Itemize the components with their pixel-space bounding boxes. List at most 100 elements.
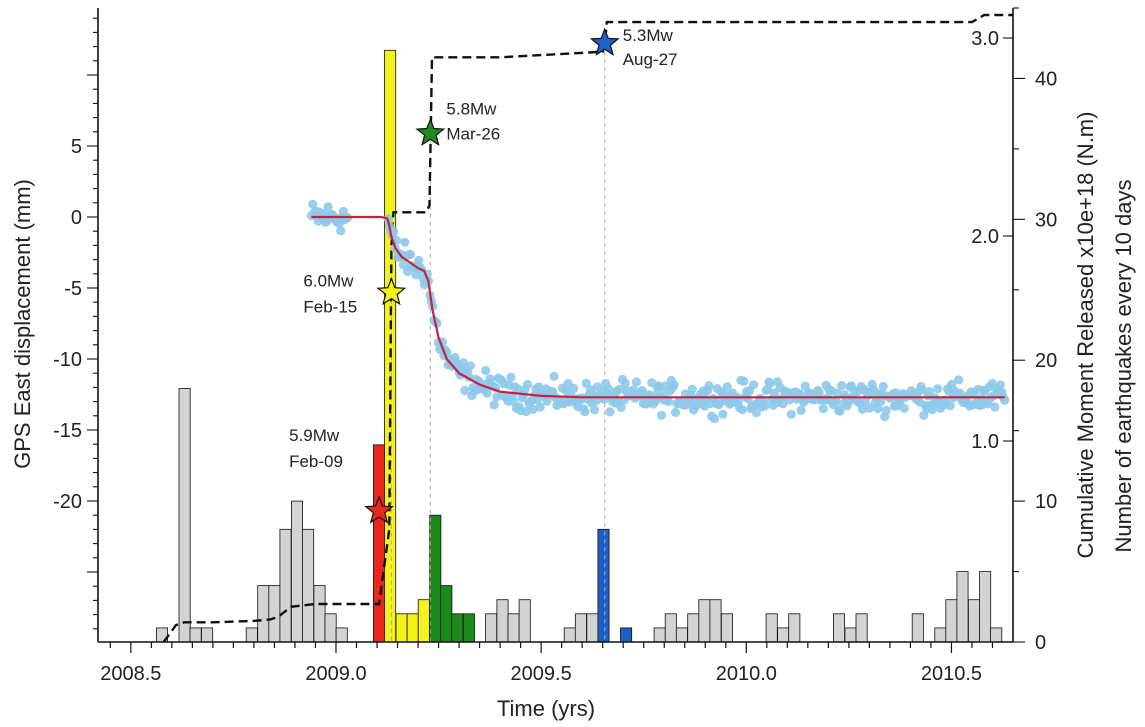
histogram-bar (451, 613, 464, 643)
histogram-bar (518, 599, 531, 643)
gps-point (549, 371, 559, 381)
gps-point (458, 358, 468, 368)
y-left-tick-label: -10 (53, 349, 82, 371)
histogram-bar (245, 627, 258, 643)
event-magnitude-label: 5.9Mw (289, 426, 340, 445)
histogram-bar (335, 627, 348, 643)
histogram-bar (257, 585, 270, 643)
gps-point (800, 381, 810, 391)
gps-point (836, 381, 847, 391)
histogram-bar (462, 613, 475, 643)
gps-point (414, 255, 424, 265)
histogram-bar (945, 599, 958, 643)
histogram-bar (721, 613, 734, 643)
histogram-bar (956, 571, 969, 643)
gps-point (796, 405, 806, 415)
histogram-bar (653, 627, 666, 643)
event-star-icon (589, 27, 620, 56)
gps-point (482, 388, 492, 398)
gps-point (400, 237, 410, 247)
y-axis-right-inner-title: Number of earthquakes every 10 days (1111, 180, 1136, 553)
y-left-tick-label: -15 (53, 420, 82, 442)
gps-point (513, 384, 523, 394)
histogram-bar (302, 528, 315, 643)
y-moment-tick-label: 2.0 (971, 226, 999, 248)
gps-point (832, 388, 842, 399)
x-axis-title: Time (yrs) (497, 696, 595, 721)
y-left-tick-label: -5 (64, 278, 82, 300)
histogram-bar (507, 613, 520, 643)
gps-point (656, 410, 667, 420)
histogram-bar (844, 627, 857, 643)
gps-point (523, 379, 533, 390)
y-left-tick-label: 5 (71, 136, 82, 158)
gps-point (924, 386, 935, 397)
event-star-icon (415, 117, 446, 147)
axes: 2008.5 2009.0 2009.5 2010.0 2010.5 5 0 -5 -10 -15… (53, 7, 1057, 685)
gps-point (460, 385, 470, 396)
gps-fit-line (311, 215, 1005, 399)
gps-point (917, 385, 928, 395)
histogram-bar (586, 613, 599, 643)
event-date-label: Feb-15 (303, 298, 357, 317)
histogram-bar (765, 613, 778, 643)
event-magnitude-label: 5.8Mw (446, 99, 497, 118)
gps-point (580, 407, 590, 417)
gps-point (465, 361, 475, 371)
gps-point (631, 377, 642, 387)
cumulative-moment-series (162, 13, 1013, 643)
y-moment-tick-label: 3.0 (971, 28, 999, 50)
gps-point (995, 380, 1006, 390)
gps-point (405, 249, 415, 260)
histogram-bar (178, 387, 191, 643)
y-left-tick-label: -20 (53, 491, 82, 513)
gps-point (954, 375, 964, 385)
gps-point (663, 396, 674, 407)
histogram-bar (968, 599, 981, 643)
event-magnitude-label: 6.0Mw (303, 272, 354, 291)
event-date-label: Mar-26 (446, 124, 500, 143)
x-tick-label: 2010.0 (716, 663, 777, 685)
gps-point (481, 365, 491, 376)
histogram-bar (324, 613, 337, 643)
histogram-bar (777, 627, 790, 643)
y-right-count-tick-label: 10 (1035, 491, 1057, 513)
gps-point (857, 404, 868, 414)
event-date-label: Feb-09 (289, 452, 343, 471)
histogram-bar (290, 500, 303, 643)
histogram-bar (279, 528, 292, 643)
histogram-bar (563, 627, 576, 643)
gps-point (737, 405, 748, 415)
gps-point (569, 383, 579, 394)
gps-point (620, 378, 630, 388)
histogram-bar (372, 444, 385, 643)
x-tick-label: 2010.5 (921, 663, 982, 685)
gps-point (881, 405, 891, 415)
gps-point (658, 388, 668, 398)
gps-point (669, 380, 679, 390)
gps-point (506, 372, 516, 382)
histogram-bar (934, 627, 947, 643)
gps-point (489, 400, 499, 410)
gps-point (933, 384, 943, 394)
gps-point (562, 386, 572, 396)
histogram-bar (189, 627, 202, 643)
histogram-bar (496, 599, 509, 643)
histogram-bar (201, 627, 214, 643)
gps-point (398, 260, 408, 270)
histogram-bar (990, 627, 1003, 643)
histogram-bar (911, 613, 924, 643)
histogram-bar (574, 613, 587, 643)
histogram-bar (788, 613, 801, 643)
gps-point (765, 378, 775, 388)
gps-point (718, 409, 728, 419)
gps-point (590, 405, 600, 415)
gps-point (751, 408, 762, 418)
gps-point (615, 384, 625, 394)
histogram-bar (485, 613, 498, 643)
histogram-bar (440, 585, 453, 643)
gps-point (786, 409, 796, 419)
y-right-count-tick-label: 40 (1035, 68, 1057, 90)
cumulative-moment-line (162, 13, 1013, 643)
